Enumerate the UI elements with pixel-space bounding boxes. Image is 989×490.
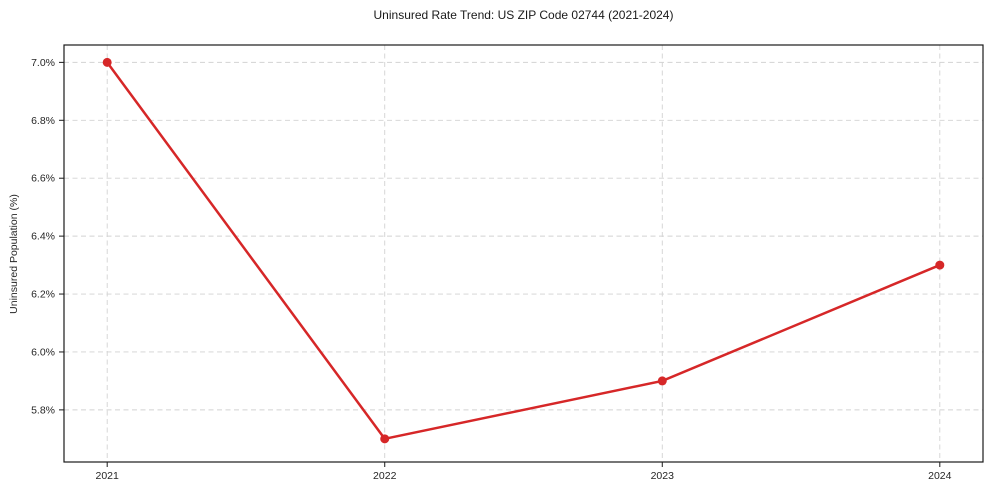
data-point-2024: [935, 260, 945, 270]
chart-title: Uninsured Rate Trend: US ZIP Code 02744 …: [373, 8, 674, 22]
y-tick-label: 7.0%: [31, 57, 55, 69]
x-tick-label: 2022: [373, 470, 397, 482]
data-point-2023: [657, 376, 667, 386]
data-point-2022: [380, 434, 390, 444]
y-axis-label: Uninsured Population (%): [8, 194, 20, 314]
data-point-2021: [102, 57, 112, 67]
trend-line: [105, 61, 942, 441]
x-tick-label: 2023: [651, 470, 675, 482]
plot-border: [63, 44, 984, 463]
y-tick-label: 6.8%: [31, 115, 55, 127]
y-tick-label: 6.0%: [31, 346, 55, 358]
x-tick-label: 2021: [96, 470, 120, 482]
y-tick-label: 6.4%: [31, 231, 55, 243]
x-tick-label: 2024: [928, 470, 952, 482]
y-tick-label: 6.6%: [31, 173, 55, 185]
y-tick-label: 5.8%: [31, 404, 55, 416]
y-tick-label: 6.2%: [31, 289, 55, 301]
